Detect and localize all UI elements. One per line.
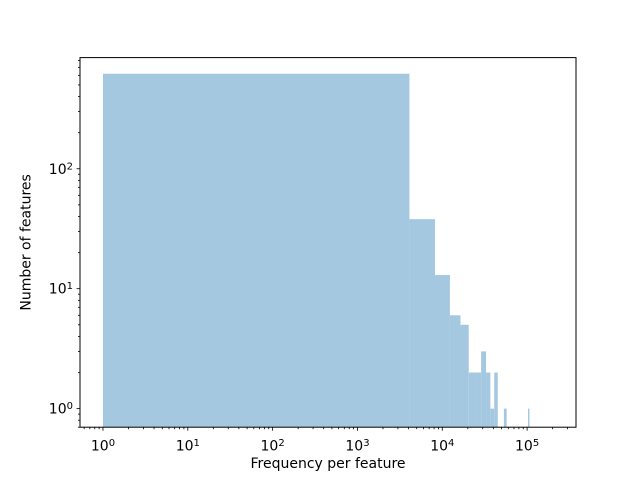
axis-ticks	[76, 60, 568, 431]
histogram-bar	[449, 315, 461, 428]
x-tick-label: 102	[260, 438, 284, 455]
histogram-bar	[486, 372, 491, 428]
y-axis-label: Number of features	[19, 174, 35, 310]
histogram-bar	[468, 372, 476, 428]
histogram-bar	[528, 408, 530, 428]
x-tick-label: 101	[176, 438, 200, 455]
plot-border	[79, 57, 577, 428]
x-tick-label: 104	[430, 438, 454, 455]
x-tick-label: 100	[91, 438, 115, 455]
histogram-bars	[102, 73, 530, 428]
histogram-bar	[409, 219, 435, 428]
histogram-bar	[475, 372, 482, 428]
histogram-bar	[503, 408, 507, 428]
histogram-bar	[102, 73, 410, 428]
x-tick-label: 103	[345, 438, 369, 455]
y-tick-label: 101	[49, 281, 73, 298]
histogram-bar	[481, 351, 487, 428]
histogram-bar	[490, 408, 495, 428]
y-tick-label: 102	[49, 161, 73, 178]
y-tick-label: 100	[49, 401, 73, 418]
histogram-bar	[460, 324, 469, 428]
histogram-bar	[494, 372, 498, 428]
histogram-bar	[434, 275, 450, 428]
x-axis-label: Frequency per feature	[250, 456, 405, 472]
x-tick-label: 105	[515, 438, 539, 455]
